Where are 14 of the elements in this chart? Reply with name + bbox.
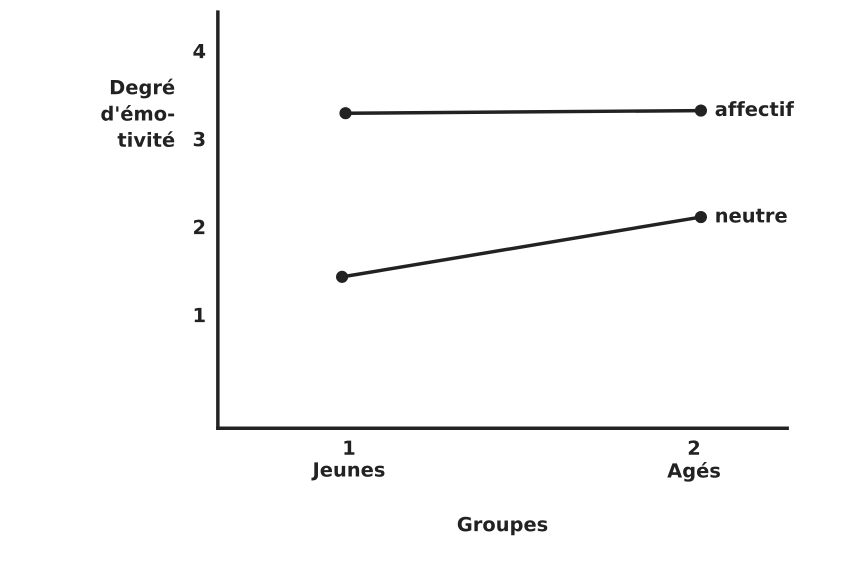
y-tick-label: 2 xyxy=(194,220,204,234)
y-tick-label: 3 xyxy=(194,132,205,146)
y-tick-label: 4 xyxy=(193,44,206,58)
x-tick-label: 2 Agés xyxy=(667,440,720,482)
point xyxy=(339,107,352,120)
series-label: affectif xyxy=(716,101,794,116)
point xyxy=(336,270,348,283)
y-tick-label: 1 xyxy=(194,308,205,322)
y-axis-title: Degré d'émo- tivité xyxy=(101,78,174,148)
point xyxy=(694,104,707,117)
series-label: neutre xyxy=(716,208,787,223)
x-axis-title: Groupes xyxy=(458,516,548,536)
point xyxy=(694,210,707,224)
x-tick-label: 1 Jeunes xyxy=(311,440,384,480)
